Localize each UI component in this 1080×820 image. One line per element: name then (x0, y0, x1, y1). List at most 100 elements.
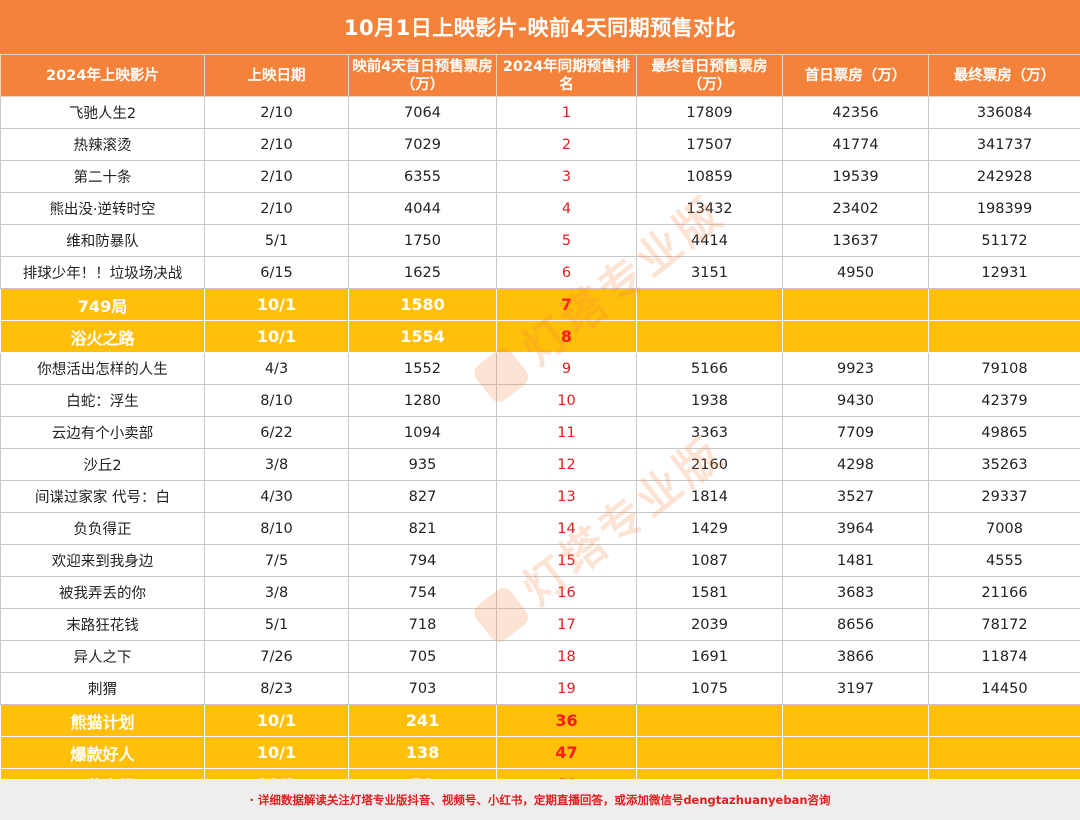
cell-film: 云边有个小卖部 (0, 416, 205, 449)
cell-final-presale: 10859 (636, 160, 783, 193)
footer-note: · 详细数据解读关注灯塔专业版抖音、视频号、小红书，定期直播回答，或添加微信号d… (0, 779, 1080, 820)
cell-final-presale: 13432 (636, 192, 783, 225)
cell-rank: 5 (496, 224, 637, 257)
presale-comparison-table: 2024年上映影片 上映日期 映前4天首日预售票房（万） 2024年同期预售排名… (0, 54, 1080, 801)
table-row: 沙丘2 3/8 935 12 2160 4298 35263 (0, 448, 1080, 481)
cell-final-presale (636, 320, 783, 353)
table-row: 维和防暴队 5/1 1750 5 4414 13637 51172 (0, 224, 1080, 257)
table-row: 负负得正 8/10 821 14 1429 3964 7008 (0, 512, 1080, 545)
cell-rank: 7 (496, 288, 637, 321)
cell-rank: 9 (496, 352, 637, 385)
cell-total (928, 320, 1080, 353)
cell-release-date: 2/10 (204, 160, 349, 193)
cell-total: 78172 (928, 608, 1080, 641)
cell-presale-4day: 1552 (348, 352, 497, 385)
cell-final-presale: 3363 (636, 416, 783, 449)
cell-first-day: 8656 (782, 608, 929, 641)
cell-presale-4day: 935 (348, 448, 497, 481)
cell-first-day (782, 320, 929, 353)
cell-film: 沙丘2 (0, 448, 205, 481)
table-row: 白蛇：浮生 8/10 1280 10 1938 9430 42379 (0, 384, 1080, 417)
header-first-day-box-office: 首日票房（万） (782, 54, 929, 97)
cell-presale-4day: 718 (348, 608, 497, 641)
cell-film: 第二十条 (0, 160, 205, 193)
cell-first-day: 42356 (782, 96, 929, 129)
cell-final-presale: 1691 (636, 640, 783, 673)
cell-total: 29337 (928, 480, 1080, 513)
cell-final-presale: 1581 (636, 576, 783, 609)
header-total-box-office: 最终票房（万） (928, 54, 1080, 97)
cell-rank: 1 (496, 96, 637, 129)
cell-presale-4day: 703 (348, 672, 497, 705)
cell-final-presale: 1938 (636, 384, 783, 417)
cell-total: 11874 (928, 640, 1080, 673)
header-film: 2024年上映影片 (0, 54, 205, 97)
table-row: 热辣滚烫 2/10 7029 2 17507 41774 341737 (0, 128, 1080, 161)
cell-final-presale: 5166 (636, 352, 783, 385)
cell-film: 浴火之路 (0, 320, 205, 353)
cell-presale-4day: 241 (348, 704, 497, 737)
cell-presale-4day: 7029 (348, 128, 497, 161)
cell-film: 爆款好人 (0, 736, 205, 769)
cell-total: 4555 (928, 544, 1080, 577)
cell-release-date: 7/26 (204, 640, 349, 673)
cell-film: 间谍过家家 代号：白 (0, 480, 205, 513)
cell-rank: 16 (496, 576, 637, 609)
cell-first-day: 13637 (782, 224, 929, 257)
cell-rank: 3 (496, 160, 637, 193)
cell-first-day: 41774 (782, 128, 929, 161)
table-header-row: 2024年上映影片 上映日期 映前4天首日预售票房（万） 2024年同期预售排名… (0, 54, 1080, 97)
cell-first-day: 3964 (782, 512, 929, 545)
table-row: 第二十条 2/10 6355 3 10859 19539 242928 (0, 160, 1080, 193)
table-row: 间谍过家家 代号：白 4/30 827 13 1814 3527 29337 (0, 480, 1080, 513)
table-row: 刺猬 8/23 703 19 1075 3197 14450 (0, 672, 1080, 705)
cell-film: 末路狂花钱 (0, 608, 205, 641)
cell-final-presale: 1087 (636, 544, 783, 577)
cell-release-date: 10/1 (204, 736, 349, 769)
cell-film: 白蛇：浮生 (0, 384, 205, 417)
cell-presale-4day: 794 (348, 544, 497, 577)
cell-total: 242928 (928, 160, 1080, 193)
table-row: 你想活出怎样的人生 4/3 1552 9 5166 9923 79108 (0, 352, 1080, 385)
cell-presale-4day: 827 (348, 480, 497, 513)
cell-first-day: 9430 (782, 384, 929, 417)
cell-release-date: 6/22 (204, 416, 349, 449)
cell-final-presale: 2160 (636, 448, 783, 481)
cell-rank: 6 (496, 256, 637, 289)
cell-total: 35263 (928, 448, 1080, 481)
table-row: 浴火之路 10/1 1554 8 (0, 320, 1080, 353)
cell-final-presale: 1814 (636, 480, 783, 513)
cell-total: 12931 (928, 256, 1080, 289)
cell-total: 42379 (928, 384, 1080, 417)
cell-release-date: 2/10 (204, 96, 349, 129)
cell-total: 51172 (928, 224, 1080, 257)
cell-rank: 17 (496, 608, 637, 641)
cell-release-date: 2/10 (204, 192, 349, 225)
cell-rank: 8 (496, 320, 637, 353)
cell-presale-4day: 705 (348, 640, 497, 673)
cell-total: 198399 (928, 192, 1080, 225)
cell-film: 维和防暴队 (0, 224, 205, 257)
cell-presale-4day: 1554 (348, 320, 497, 353)
cell-first-day: 9923 (782, 352, 929, 385)
cell-final-presale (636, 736, 783, 769)
table-row: 749局 10/1 1580 7 (0, 288, 1080, 321)
cell-final-presale: 2039 (636, 608, 783, 641)
cell-film: 749局 (0, 288, 205, 321)
cell-rank: 13 (496, 480, 637, 513)
cell-release-date: 8/10 (204, 384, 349, 417)
cell-final-presale: 1429 (636, 512, 783, 545)
cell-film: 负负得正 (0, 512, 205, 545)
header-presale-rank: 2024年同期预售排名 (496, 54, 637, 97)
cell-release-date: 5/1 (204, 608, 349, 641)
cell-film: 排球少年！！垃圾场决战 (0, 256, 205, 289)
cell-release-date: 3/8 (204, 576, 349, 609)
cell-film: 熊猫计划 (0, 704, 205, 737)
cell-first-day: 4950 (782, 256, 929, 289)
cell-rank: 14 (496, 512, 637, 545)
cell-rank: 36 (496, 704, 637, 737)
cell-presale-4day: 1625 (348, 256, 497, 289)
cell-final-presale: 3151 (636, 256, 783, 289)
cell-release-date: 10/1 (204, 704, 349, 737)
cell-first-day: 7709 (782, 416, 929, 449)
